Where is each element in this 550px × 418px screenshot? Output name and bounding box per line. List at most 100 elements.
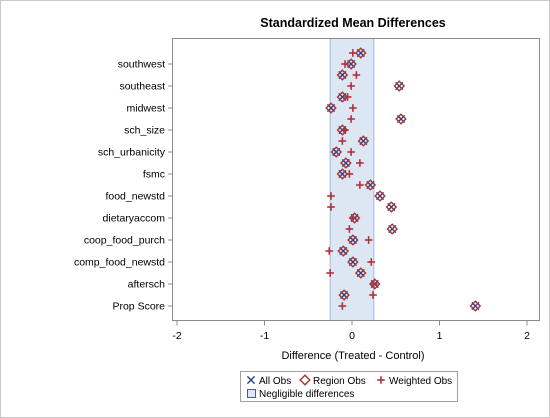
weighted-obs-marker	[364, 236, 373, 244]
y-tick-label: southeast	[119, 81, 165, 93]
weighted-obs-marker	[349, 104, 357, 112]
legend-all-obs-symbol	[246, 375, 256, 385]
plot-frame	[172, 38, 540, 321]
y-tick-label: dietaryaccom	[103, 213, 166, 225]
region-obs-marker	[385, 201, 398, 213]
region-obs-marker	[469, 300, 482, 312]
y-tick-label: food_newstd	[105, 191, 165, 203]
region-obs-marker	[395, 113, 407, 125]
x-tick-label: 2	[524, 330, 530, 342]
region-obs-marker	[336, 69, 349, 81]
region-obs-marker	[364, 179, 377, 191]
region-obs-marker	[325, 102, 337, 114]
marker-stroke	[469, 300, 482, 312]
region-obs-marker	[336, 91, 349, 103]
region-obs-marker	[338, 289, 350, 301]
y-tick-label: aftersch	[128, 279, 166, 291]
region-obs-marker	[386, 223, 399, 235]
weighted-obs-marker	[338, 137, 347, 145]
weighted-obs-marker	[327, 192, 335, 200]
region-obs-marker	[340, 157, 352, 169]
region-obs-marker	[393, 80, 406, 92]
y-tick-label: midwest	[126, 103, 165, 115]
region-obs-marker	[348, 212, 361, 224]
marker-stroke	[357, 135, 370, 147]
x-axis-label: Difference (Treated - Control)	[281, 350, 424, 362]
weighted-obs-marker	[356, 181, 364, 189]
weighted-obs-marker	[325, 247, 334, 255]
marker-stroke	[393, 80, 406, 92]
marker-stroke	[374, 190, 386, 202]
y-tick-label: Prop Score	[112, 301, 165, 313]
marker-stroke	[354, 267, 367, 279]
weighted-obs-series	[325, 49, 378, 310]
weighted-obs-marker	[352, 71, 361, 79]
marker-stroke	[336, 91, 349, 103]
marker-stroke	[347, 256, 359, 268]
region-obs-marker	[336, 168, 349, 180]
weighted-obs-marker	[347, 148, 355, 156]
x-tick-label: -2	[172, 330, 181, 342]
marker-stroke	[354, 47, 367, 59]
weighted-obs-marker	[343, 93, 352, 101]
y-tick-label: fsmc	[143, 169, 165, 181]
weighted-obs-marker	[347, 115, 355, 123]
region-obs-series	[325, 47, 482, 312]
plot-area: southwest southeast midwest sch_size sch_urb…	[74, 38, 540, 342]
marker-stroke	[330, 146, 343, 158]
marker-stroke	[246, 375, 256, 385]
legend-frame	[240, 371, 458, 402]
marker-stroke	[364, 179, 377, 191]
marker-stroke	[336, 69, 349, 81]
legend: All Obs Region Obs Weighted Obs Negligib…	[240, 371, 458, 402]
y-tick-label: coop_food_purch	[84, 235, 165, 247]
weighted-obs-marker	[347, 82, 355, 90]
marker-stroke	[336, 168, 349, 180]
weighted-obs-marker	[341, 126, 349, 134]
legend-symbols	[246, 374, 385, 386]
weighted-obs-marker	[356, 159, 364, 167]
region-obs-marker	[354, 47, 367, 59]
marker-stroke	[325, 102, 337, 114]
weighted-obs-marker	[341, 60, 349, 68]
x-tick-label: 0	[349, 330, 355, 342]
region-obs-marker	[330, 146, 343, 158]
marker-stroke	[348, 212, 361, 224]
legend-negligible-square	[247, 389, 256, 398]
weighted-obs-marker	[349, 49, 357, 57]
weighted-obs-marker	[370, 280, 378, 288]
region-obs-marker	[357, 135, 370, 147]
weighted-obs-marker	[349, 214, 357, 222]
marker-stroke	[385, 201, 398, 213]
x-axis: -2 -1 0 1 2	[172, 320, 530, 342]
legend-label-weighted-obs: Weighted Obs	[389, 376, 452, 387]
weighted-obs-marker	[327, 203, 335, 211]
y-axis: southwest southeast midwest sch_size sch_urb…	[74, 59, 173, 313]
marker-stroke	[338, 289, 350, 301]
weighted-obs-marker	[326, 269, 334, 277]
marker-stroke	[386, 223, 399, 235]
negligible-band	[329, 38, 375, 321]
region-obs-marker	[347, 234, 359, 246]
marker-stroke	[395, 113, 407, 125]
x-tick-label: -1	[260, 330, 269, 342]
y-tick-label: comp_food_newstd	[74, 257, 165, 269]
region-obs-marker	[345, 58, 357, 70]
weighted-obs-marker	[369, 291, 377, 299]
marker-stroke	[299, 374, 311, 386]
y-tick-label: sch_urbanicity	[98, 147, 166, 159]
legend-weighted-obs-symbol	[377, 376, 385, 384]
region-obs-marker	[347, 256, 359, 268]
legend-label-all-obs: All Obs	[259, 376, 291, 387]
weighted-obs-marker	[338, 302, 347, 310]
legend-region-obs-symbol	[299, 374, 311, 386]
weighted-obs-marker	[345, 225, 354, 233]
legend-label-region-obs: Region Obs	[313, 376, 366, 387]
legend-label-negligible: Negligible differences	[259, 389, 354, 400]
marker-stroke	[345, 58, 357, 70]
marker-stroke	[368, 278, 381, 290]
marker-stroke	[337, 245, 350, 257]
x-tick-label: 1	[437, 330, 443, 342]
